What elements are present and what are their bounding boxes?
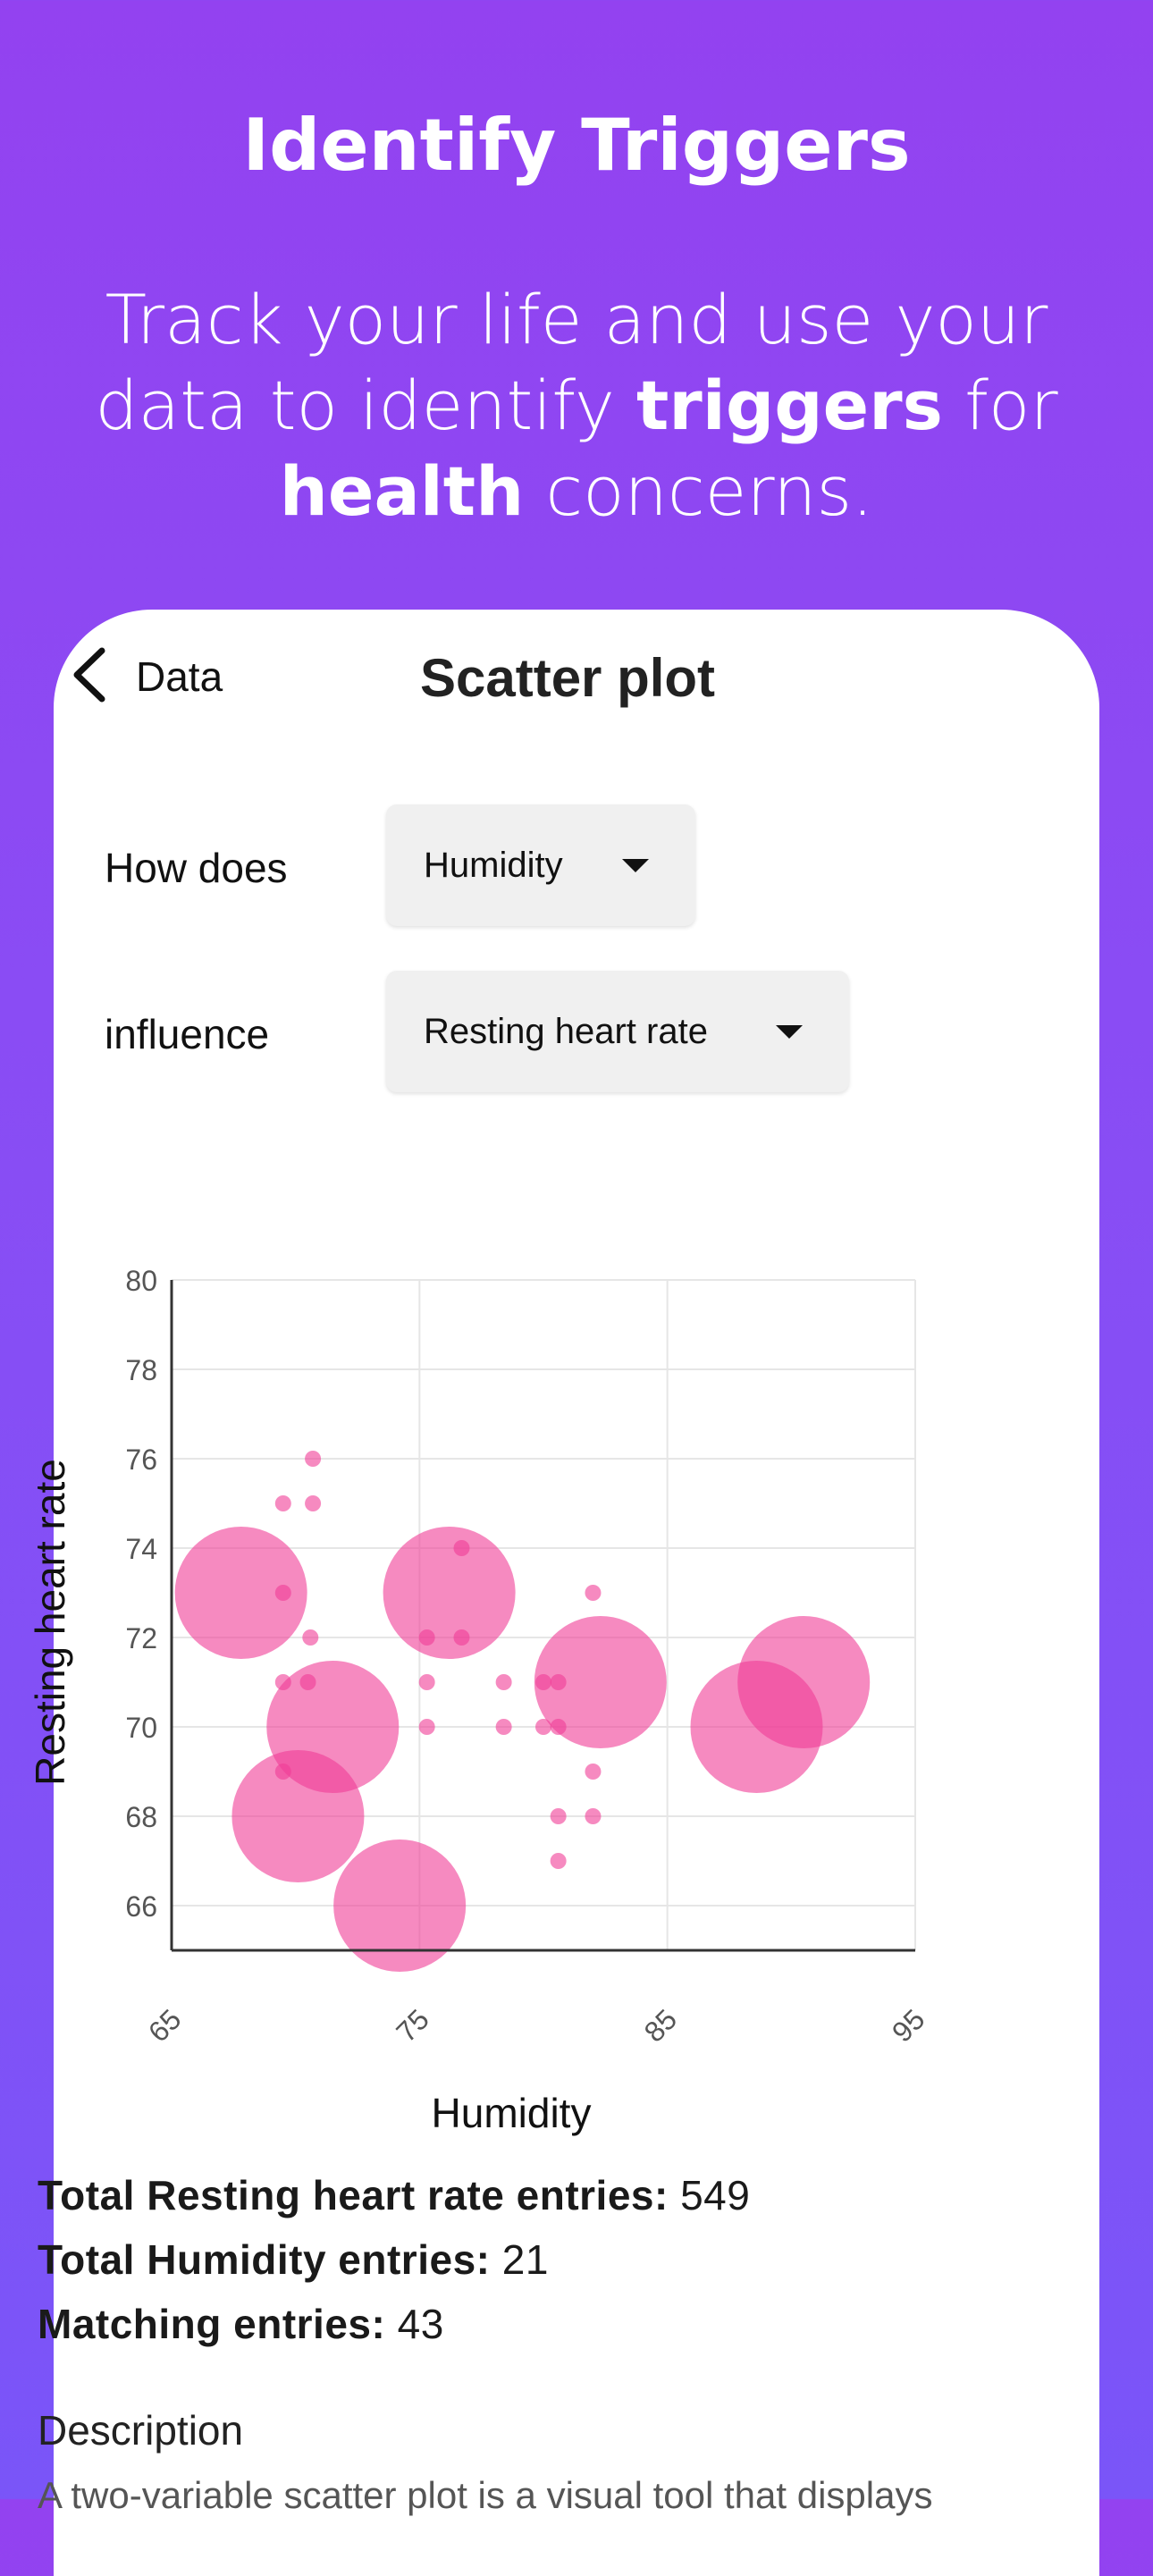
chart-point [305,1495,322,1511]
x-tick-label: 65 [142,2003,188,2049]
chart-point [418,1629,435,1646]
chart-point [550,1853,567,1869]
promo-subtitle-part-3: for [942,366,1058,445]
chart-points [274,1451,602,1869]
chart-point [550,1808,567,1824]
chart-point [535,1719,551,1735]
y-tick-label: 72 [125,1622,157,1654]
stat-resting-value: 549 [680,2172,751,2218]
chart-bubble [333,1839,467,1972]
stat-humidity-value: 21 [501,2236,549,2283]
chart-point [453,1540,470,1556]
chart-point [418,1719,435,1735]
chart-point [585,1764,602,1780]
scatter-chart: 66 68 70 72 74 76 78 80 65 75 85 95 Humidity Resting … [27,1265,931,2136]
variable-x-dropdown[interactable]: Humidity [386,804,695,926]
chart-point [418,1674,435,1690]
promo-subtitle-health: health [279,451,525,531]
page-title: Scatter plot [419,648,716,708]
stats-panel: Total Resting heart rate entries: 549 To… [38,2163,1021,2356]
y-axis-title: Resting heart rate [27,1459,73,1786]
promo-title: Identify Triggers [242,104,911,187]
chart-point [299,1674,316,1690]
caret-down-icon [776,1025,803,1039]
stat-humidity-label: Total Humidity entries: [38,2236,491,2283]
y-tick-label: 78 [125,1354,157,1386]
promo-subtitle-part-5: concerns. [524,451,874,531]
chart-point [302,1629,319,1646]
stat-resting-entries: Total Resting heart rate entries: 549 [38,2163,1021,2227]
y-tick-label: 80 [125,1265,157,1297]
chevron-left-icon [70,645,109,709]
stat-resting-label: Total Resting heart rate entries: [38,2172,669,2218]
chart-point [495,1719,512,1735]
x-tick-label: 95 [886,2003,931,2049]
chart-point [550,1719,567,1735]
description-heading: Description [38,2407,244,2454]
stat-matching-value: 43 [397,2301,444,2347]
chart-bubble [383,1527,516,1659]
chart-axes [170,1280,915,1952]
stat-matching-entries: Matching entries: 43 [38,2292,1021,2356]
stat-matching-label: Matching entries: [38,2301,386,2347]
variable-y-value: Resting heart rate [424,1011,708,1051]
chart-point [453,1629,470,1646]
chart-bubble [737,1616,871,1748]
influence-label: influence [105,1011,270,1057]
y-tick-label: 76 [125,1444,157,1476]
chart-point [550,1674,567,1690]
variable-y-dropdown[interactable]: Resting heart rate [386,971,849,1092]
chart-point [495,1674,512,1690]
chart-point [585,1585,602,1601]
stat-humidity-entries: Total Humidity entries: 21 [38,2227,1021,2292]
description-text: A two-variable scatter plot is a visual … [38,2474,933,2516]
x-axis-title: Humidity [432,2090,592,2136]
chart-bubble [174,1527,307,1659]
x-tick-label: 85 [638,2003,684,2049]
chart-point [274,1764,291,1780]
chart-point [274,1495,291,1511]
y-tick-label: 66 [125,1890,157,1923]
chart-point [585,1808,602,1824]
how-does-label: How does [105,845,288,891]
y-tick-label: 74 [125,1533,157,1565]
caret-down-icon [622,859,649,872]
back-button[interactable]: Data [70,645,223,708]
chart-bubble [534,1616,667,1748]
x-tick-label: 75 [390,2003,435,2049]
y-tick-label: 68 [125,1801,157,1833]
navigation-bar: Data Scatter plot [54,610,1099,753]
chart-point [535,1674,551,1690]
promo-subtitle-part-1: Track your life and use your data to ide… [95,280,1048,445]
chart-point [274,1674,291,1690]
variable-x-value: Humidity [424,845,563,885]
promo-subtitle-triggers: triggers [635,366,943,445]
chart-point [305,1451,322,1467]
promo-subtitle: Track your life and use your data to ide… [89,277,1064,535]
chart-bubbles [174,1527,871,1972]
y-tick-label: 70 [125,1712,157,1744]
chart-bubble [231,1750,365,1882]
back-label: Data [136,653,223,700]
chart-point [274,1585,291,1601]
